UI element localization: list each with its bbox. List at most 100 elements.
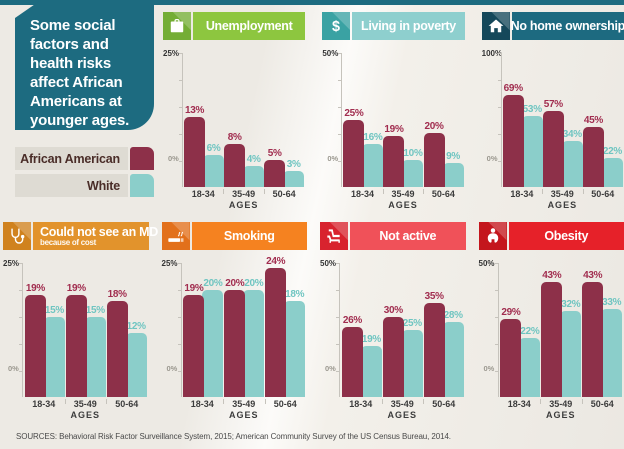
bar-white (43, 317, 65, 397)
x-axis-tick-label: 18-34 (190, 399, 214, 409)
bar-column: 25% (343, 108, 365, 187)
bar-african-american (582, 127, 604, 187)
bar-african-american (183, 295, 205, 397)
bar-value-label: 43% (542, 270, 562, 281)
bar-column: 18% (106, 289, 128, 397)
bar-white (601, 309, 623, 397)
bar-white (283, 171, 305, 187)
bar-african-american (341, 327, 363, 397)
bar-column: 12% (125, 321, 147, 397)
chart-title-bar: Living in poverty (352, 12, 465, 40)
bar-white (561, 141, 583, 187)
bar-value-label: 13% (185, 105, 205, 116)
intro-text: Some social factors and health risks aff… (30, 17, 130, 130)
y-axis-min-label: 0% (325, 364, 336, 373)
sources-text: SOURCES: Behavioral Risk Factor Surveill… (16, 432, 451, 441)
bar-group-50-64: 45% 22% (582, 115, 623, 187)
bar-african-american (582, 282, 604, 397)
bar-value-label: 20% (203, 278, 223, 289)
bar-column: 26% (341, 315, 363, 397)
y-axis-min-label: 0% (168, 154, 179, 163)
bar-white (442, 322, 464, 397)
x-axis-tick-label: 50-64 (582, 189, 623, 199)
x-axis-tick-label: 35-49 (542, 189, 583, 199)
bar-value-label: 34% (562, 129, 582, 140)
bar-white (521, 116, 543, 187)
plot-area: 25% 19% 20% 20% 20% 24% 18% 0% (162, 256, 308, 397)
bar-column: 69% (502, 83, 524, 187)
bars-canvas: 29% 22% 43% 32% 43% 33% (494, 263, 624, 397)
bar-african-american (343, 120, 365, 187)
bar-group-35-49: 30% 25% (382, 305, 423, 397)
chart-title-bar: Smoking (191, 222, 307, 250)
house-icon (481, 12, 510, 40)
chart-not-active: Not active 50% 26% 19% 30% 25% 35% 28% 0% 18-34 35… (320, 222, 466, 420)
chart-header: No home ownership (481, 12, 624, 40)
bar-column: 19% (360, 334, 382, 397)
bar-value-label: 20% (225, 278, 245, 289)
x-axis-labels: 18-34 35-49 50-64 (22, 397, 149, 409)
bar-group-18-34: 13% 6% (184, 105, 225, 187)
bar-group-50-64: 20% 9% (423, 121, 464, 187)
charts-top-row: Unemployment 25% 13% 6% 8% 4% 5% 3% 0% 18-34 35-49… (163, 12, 624, 210)
chart-title-bar: Could not see an MD because of cost (33, 222, 158, 250)
bar-group-35-49: 20% 20% (224, 278, 265, 397)
x-axis-labels: 18-34 35-49 50-64 (182, 187, 305, 199)
bar-african-american (184, 117, 206, 187)
bar-column: 35% (423, 291, 445, 397)
plot-area: 50% 26% 19% 30% 25% 35% 28% 0% (320, 259, 466, 397)
intro-panel: Some social factors and health risks aff… (15, 0, 154, 201)
bar-african-american (264, 160, 286, 187)
chart-header: Could not see an MD because of cost (3, 222, 158, 250)
bar-group-18-34: 26% 19% (341, 315, 382, 397)
x-axis-labels: 18-34 35-49 50-64 (341, 187, 464, 199)
chart-title: Smoking (223, 229, 275, 243)
bar-group-35-49: 19% 10% (383, 124, 424, 187)
x-axis-tick-label: 50-64 (423, 399, 465, 409)
y-axis-min-label: 0% (327, 154, 339, 163)
chart-title: Unemployment (205, 19, 293, 33)
bar-column: 20% (202, 278, 224, 397)
x-axis-title: AGES (388, 200, 418, 210)
bar-african-american (382, 317, 404, 397)
bar-column: 20% (224, 278, 246, 397)
x-axis-labels: 18-34 35-49 50-64 (501, 187, 624, 199)
bar-column: 28% (442, 310, 464, 397)
chart-obesity: Obesity 50% 29% 22% 43% 32% 43% 33% 0% 18-34 35-49… (478, 222, 624, 420)
y-axis-min-label: 0% (483, 364, 495, 373)
x-axis-tick-label: 18-34 (351, 189, 375, 199)
bar-white (125, 333, 147, 397)
bar-group-18-34: 69% 53% (502, 83, 543, 187)
cigarette-icon (161, 222, 190, 250)
intro-box: Some social factors and health risks aff… (15, 0, 154, 130)
bar-value-label: 43% (583, 270, 603, 281)
x-axis-tick-label: 18-34 (32, 399, 56, 409)
bar-group-50-64: 35% 28% (423, 291, 464, 397)
bar-value-label: 22% (602, 146, 622, 157)
bar-column: 20% (243, 278, 265, 397)
bar-white (360, 346, 382, 397)
bars-canvas: 69% 53% 57% 34% 45% 22% (497, 53, 624, 187)
bar-value-label: 4% (246, 154, 261, 165)
bar-value-label: 22% (520, 326, 540, 337)
bars-canvas: 19% 15% 19% 15% 18% 12% (19, 263, 149, 397)
bar-white (362, 144, 384, 187)
bar-african-american (224, 144, 246, 187)
legend: African American White (15, 147, 154, 197)
x-axis-tick-label: 35-49 (382, 189, 424, 199)
chart-subtitle: because of cost (40, 238, 96, 247)
legend-color-swatch (130, 174, 154, 197)
y-axis-max-label: 50% (322, 49, 339, 58)
bar-value-label: 35% (424, 291, 444, 302)
bar-column: 32% (560, 299, 582, 397)
bar-value-label: 15% (44, 305, 64, 316)
x-axis-tick-label: 50-64 (423, 189, 464, 199)
bar-column: 3% (283, 159, 305, 187)
bar-group-18-34: 19% 20% (183, 278, 224, 397)
x-axis-title: AGES (545, 410, 576, 420)
x-axis-tick-label: 35-49 (64, 399, 106, 409)
bar-column: 22% (519, 326, 541, 397)
y-axis-max-label: 50% (478, 259, 495, 268)
x-axis-labels: 18-34 35-49 50-64 (181, 397, 308, 409)
chart-header: $ Living in poverty (322, 12, 465, 40)
